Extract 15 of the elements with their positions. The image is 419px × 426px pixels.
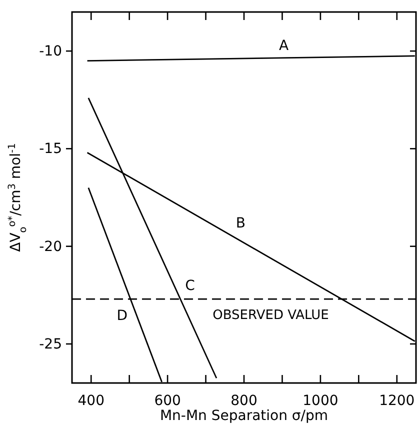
- x-tick-label: 600: [154, 392, 181, 409]
- y-tick-label: -10: [39, 44, 62, 60]
- y-tick-label: -25: [39, 336, 62, 352]
- x-tick-label: 1200: [379, 392, 415, 409]
- series-label: B: [236, 215, 246, 232]
- series-label: D: [116, 308, 128, 324]
- series-label: A: [279, 38, 290, 54]
- x-axis-title: Mn-Mn Separation σ/pm: [160, 408, 328, 424]
- x-tick-label: 800: [230, 392, 258, 409]
- y-tick-label: -20: [39, 238, 62, 255]
- ref-line-label: OBSERVED VALUE: [212, 308, 329, 324]
- series-label: C: [185, 278, 196, 294]
- x-tick-label: 1000: [302, 392, 338, 409]
- y-tick-label: -15: [39, 141, 62, 158]
- x-tick-label: 400: [78, 392, 104, 409]
